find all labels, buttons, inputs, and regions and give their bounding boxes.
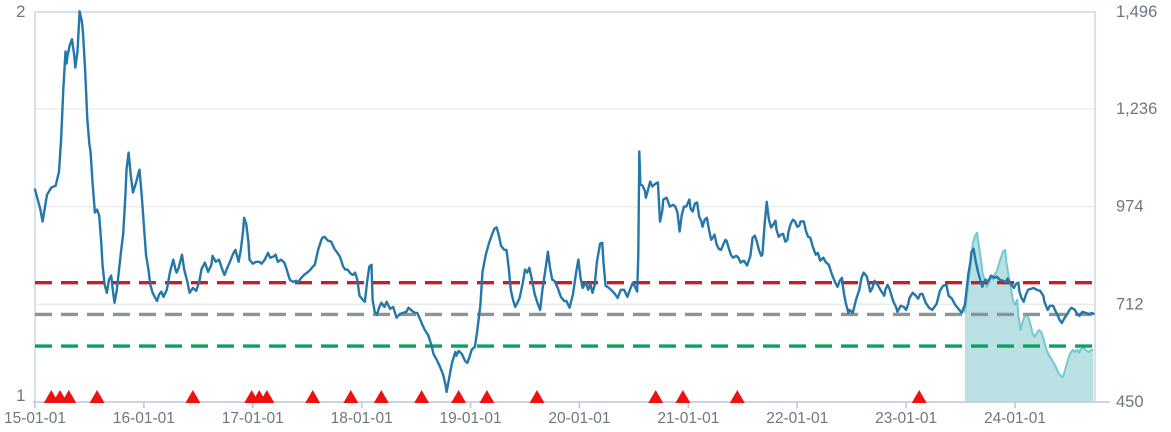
right-axis-tick-label: 1,496 <box>1116 3 1157 21</box>
signal-marker-triangle <box>89 390 105 403</box>
right-axis-tick-label: 712 <box>1116 295 1144 313</box>
signal-marker-triangle <box>414 390 430 403</box>
x-axis-tick-label: 24-01-01 <box>984 410 1046 427</box>
left-axis-label-top: 2 <box>16 2 26 21</box>
signal-marker-triangle <box>479 390 495 403</box>
signal-marker-triangle <box>61 390 77 403</box>
signal-marker-triangle <box>729 390 745 403</box>
signal-marker-triangle <box>911 390 927 403</box>
signal-marker-triangle <box>451 390 467 403</box>
x-axis-tick-label: 17-01-01 <box>222 410 284 427</box>
right-axis-tick-label: 1,236 <box>1116 100 1157 118</box>
signal-marker-triangle <box>675 390 691 403</box>
x-axis-tick-label: 21-01-01 <box>657 410 719 427</box>
x-axis-tick-label: 18-01-01 <box>331 410 393 427</box>
signal-marker-triangle <box>648 390 664 403</box>
x-axis-tick-label: 22-01-01 <box>766 410 828 427</box>
signal-marker-triangle <box>185 390 201 403</box>
left-axis-label-bottom: 1 <box>16 386 26 405</box>
x-axis-tick-label: 15-01-01 <box>4 410 66 427</box>
x-axis-tick-label: 16-01-01 <box>113 410 175 427</box>
signal-marker-triangle <box>529 390 545 403</box>
right-axis-tick-label: 974 <box>1116 198 1144 216</box>
signal-marker-triangle <box>343 390 359 403</box>
signal-marker-triangle <box>305 390 321 403</box>
x-axis-tick-label: 19-01-01 <box>440 410 502 427</box>
x-axis-tick-label: 23-01-01 <box>875 410 937 427</box>
highlight-area-fill <box>964 232 1094 402</box>
plot-border <box>34 11 1096 402</box>
signal-marker-triangle <box>373 390 389 403</box>
signal-marker-triangle <box>259 390 275 403</box>
price-line <box>33 10 1095 394</box>
x-axis-tick-label: 20-01-01 <box>548 410 610 427</box>
highlight-area-line <box>963 231 1094 378</box>
right-axis-tick-label: 450 <box>1116 393 1144 411</box>
